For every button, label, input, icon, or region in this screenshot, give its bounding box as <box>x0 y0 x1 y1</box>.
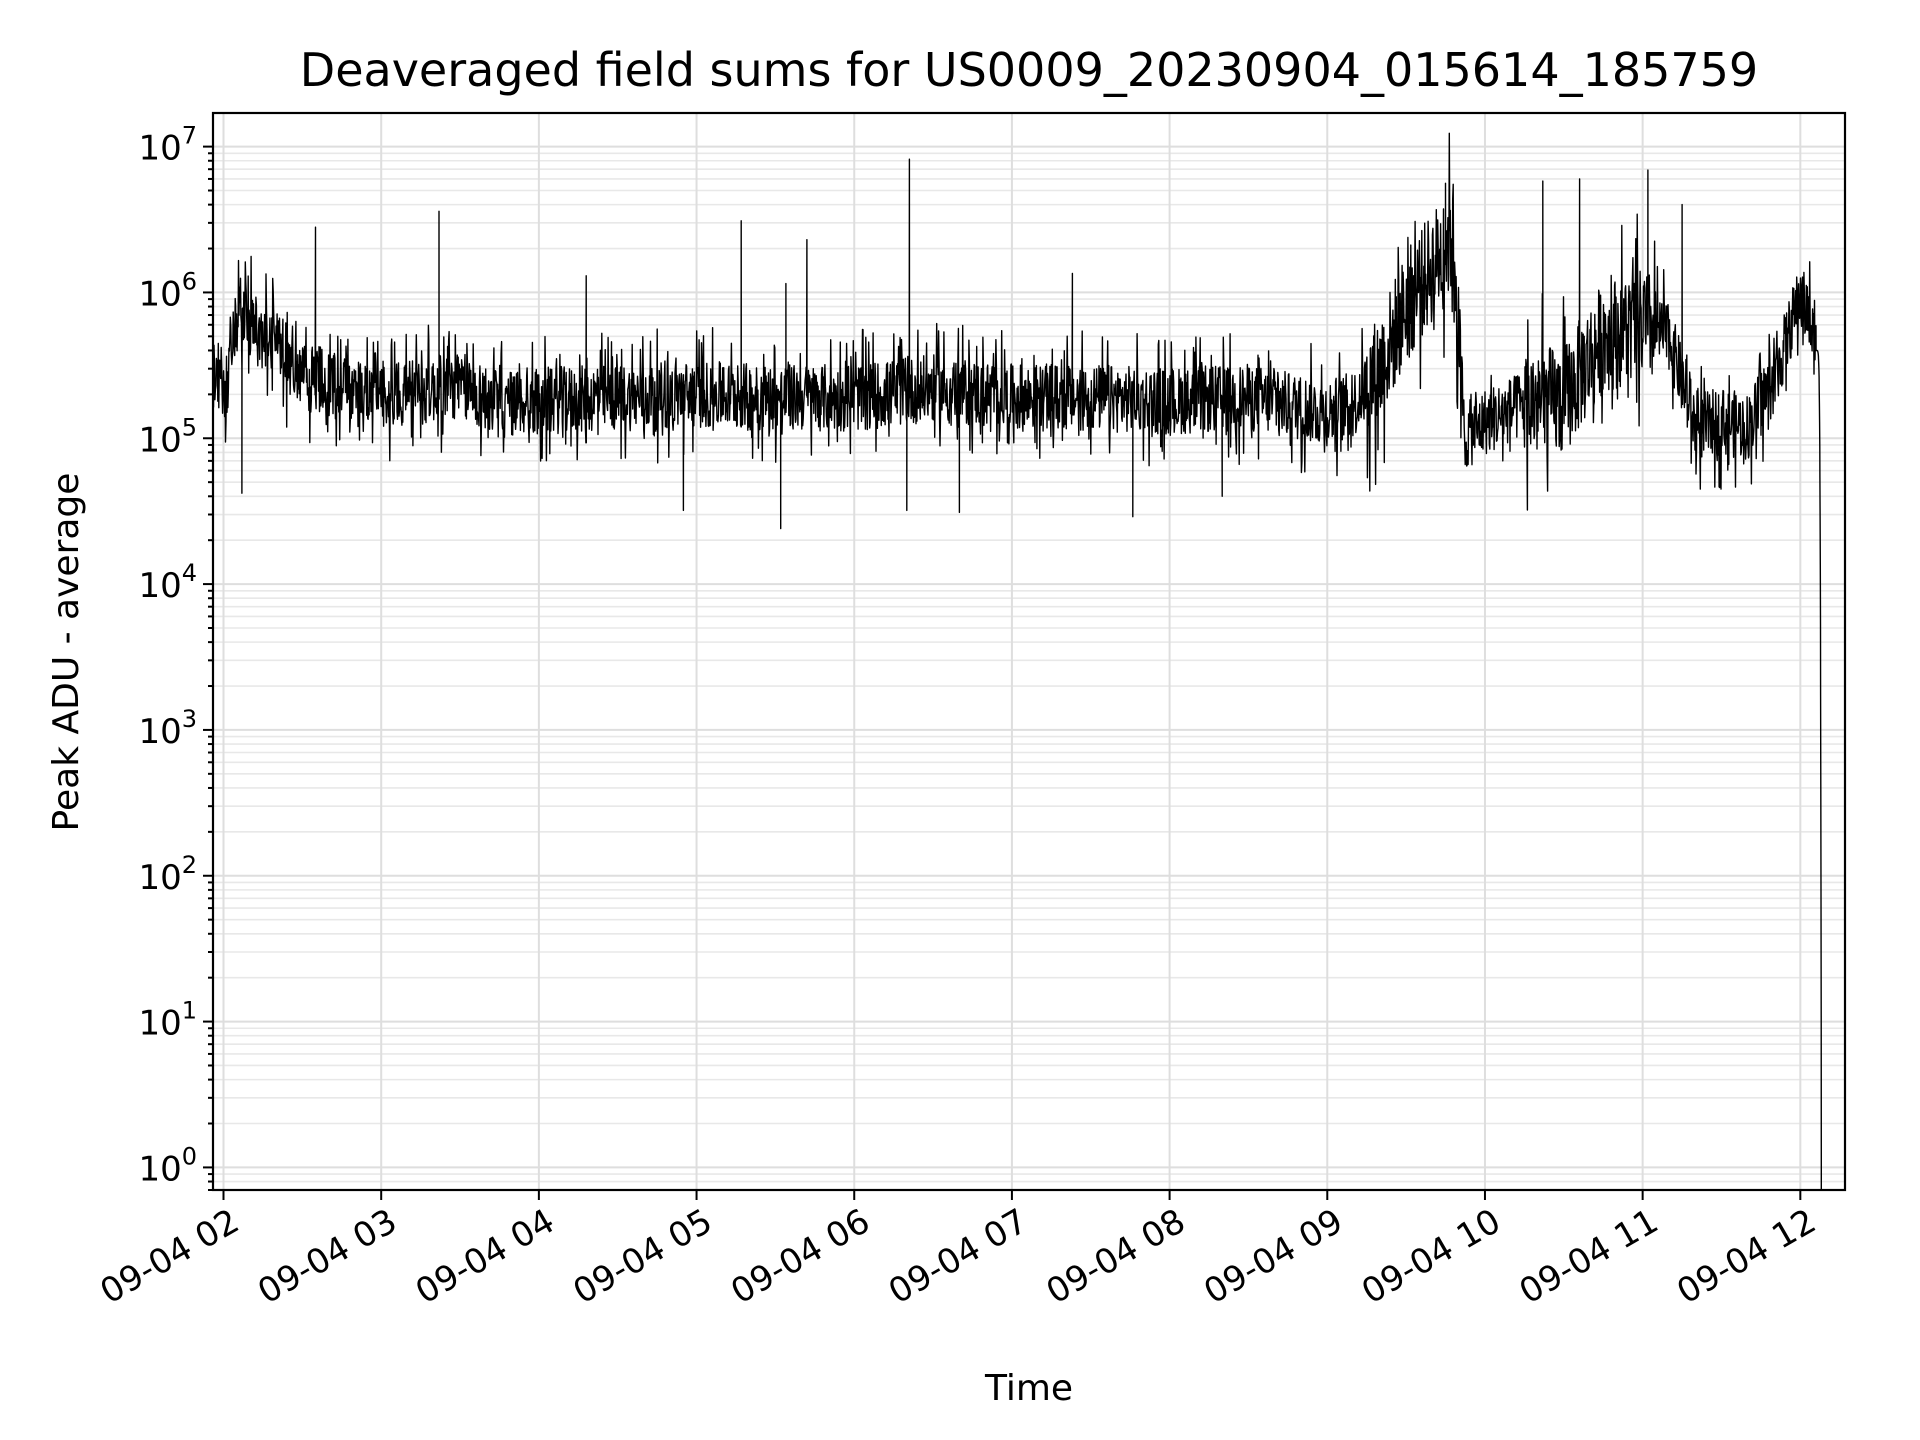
x-axis-label: Time <box>984 1368 1073 1409</box>
x-tick-label: 09-04 11 <box>1513 1201 1665 1312</box>
y-tick-label: 101 <box>138 997 197 1044</box>
x-axis-ticks: 09-04 02 09-04 03 09-04 04 09-04 05 09-04 06… <box>94 1190 1823 1312</box>
grid-lines <box>213 113 1845 1191</box>
y-axis-label: Peak ADU - average <box>46 473 87 832</box>
y-tick-label: 104 <box>138 559 197 606</box>
y-tick-label: 107 <box>138 122 197 169</box>
x-tick-label: 09-04 06 <box>724 1201 876 1312</box>
series-line <box>212 132 1822 1190</box>
x-tick-label: 09-04 08 <box>1040 1201 1192 1312</box>
y-tick-label: 100 <box>138 1142 197 1189</box>
x-tick-label: 09-04 12 <box>1670 1201 1822 1312</box>
y-tick-label: 103 <box>138 705 197 752</box>
plot-area <box>212 132 1822 1190</box>
x-tick-label: 09-04 04 <box>409 1201 561 1312</box>
x-tick-label: 09-04 02 <box>94 1201 246 1312</box>
y-tick-label: 102 <box>138 851 197 898</box>
y-tick-label: 105 <box>138 413 197 460</box>
x-tick-label: 09-04 09 <box>1197 1201 1349 1312</box>
x-tick-label: 09-04 05 <box>567 1201 719 1312</box>
chart-title: Deaveraged field sums for US0009_2023090… <box>300 43 1758 97</box>
x-tick-label: 09-04 07 <box>882 1201 1034 1312</box>
axes-frame <box>211 111 1847 1192</box>
y-axis-ticks: 100 101 102 103 104 105 106 107 <box>138 122 213 1191</box>
y-tick-label: 106 <box>138 267 197 314</box>
x-tick-label: 09-04 03 <box>251 1201 403 1312</box>
x-tick-label: 09-04 10 <box>1355 1201 1507 1312</box>
